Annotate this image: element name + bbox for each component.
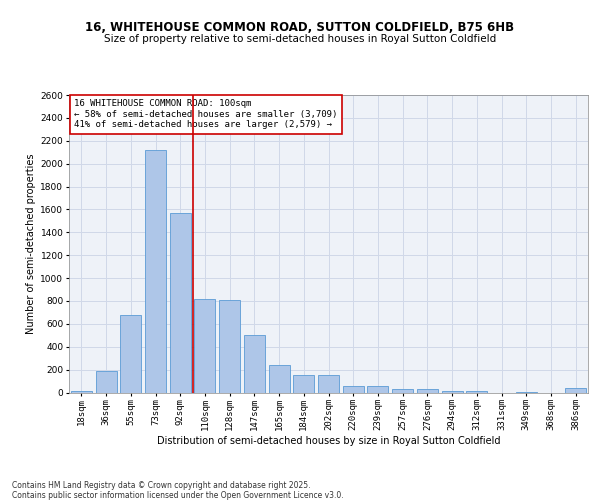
- Text: 16 WHITEHOUSE COMMON ROAD: 100sqm
← 58% of semi-detached houses are smaller (3,7: 16 WHITEHOUSE COMMON ROAD: 100sqm ← 58% …: [74, 100, 338, 130]
- Bar: [120, 314, 141, 392]
- Bar: [95, 372, 116, 392]
- Bar: [417, 389, 438, 392]
- Bar: [392, 389, 413, 392]
- Bar: [244, 336, 265, 392]
- Text: 16, WHITEHOUSE COMMON ROAD, SUTTON COLDFIELD, B75 6HB: 16, WHITEHOUSE COMMON ROAD, SUTTON COLDF…: [85, 21, 515, 34]
- Bar: [194, 298, 215, 392]
- Bar: [343, 386, 364, 392]
- Y-axis label: Number of semi-detached properties: Number of semi-detached properties: [26, 154, 36, 334]
- Bar: [318, 375, 339, 392]
- Text: Size of property relative to semi-detached houses in Royal Sutton Coldfield: Size of property relative to semi-detach…: [104, 34, 496, 44]
- Bar: [367, 386, 388, 392]
- Text: Contains HM Land Registry data © Crown copyright and database right 2025.
Contai: Contains HM Land Registry data © Crown c…: [12, 481, 344, 500]
- Bar: [269, 365, 290, 392]
- Bar: [219, 300, 240, 392]
- Bar: [293, 375, 314, 392]
- Bar: [565, 388, 586, 392]
- Bar: [145, 150, 166, 392]
- X-axis label: Distribution of semi-detached houses by size in Royal Sutton Coldfield: Distribution of semi-detached houses by …: [157, 436, 500, 446]
- Bar: [170, 213, 191, 392]
